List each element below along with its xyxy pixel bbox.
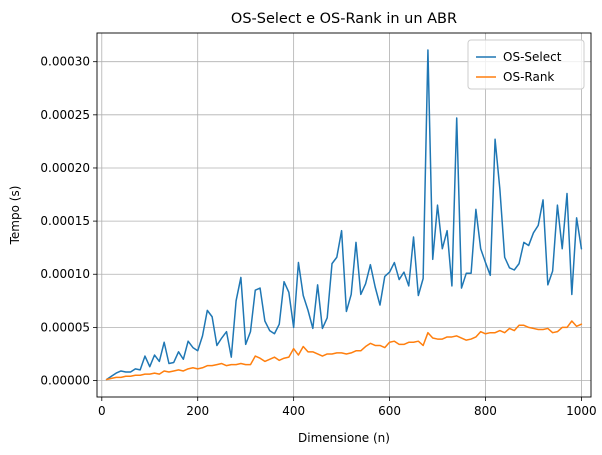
x-axis: 0 200 400 600 800 1000 bbox=[98, 397, 597, 418]
plot-frame bbox=[96, 32, 592, 398]
x-tick-label: 0 bbox=[98, 404, 106, 418]
x-tick-label: 200 bbox=[186, 404, 209, 418]
y-tick-label: 0.00020 bbox=[40, 161, 90, 175]
y-tick-label: 0.00010 bbox=[40, 267, 90, 281]
x-axis-label: Dimensione (n) bbox=[298, 431, 390, 445]
chart-title: OS-Select e OS-Rank in un ABR bbox=[231, 11, 457, 27]
legend-box bbox=[467, 39, 585, 90]
series-line-os-rank bbox=[105, 320, 583, 381]
x-tick-label: 600 bbox=[378, 404, 401, 418]
legend-label-os-select: OS-Select bbox=[503, 50, 562, 64]
series-lines bbox=[105, 49, 583, 381]
y-axis-label: Tempo (s) bbox=[8, 186, 22, 246]
legend: OS-Select OS-Rank bbox=[467, 39, 585, 90]
grid bbox=[97, 33, 591, 397]
y-tick-label: 0.00015 bbox=[40, 214, 90, 228]
y-tick-label: 0.00005 bbox=[40, 320, 90, 334]
x-tick-label: 1000 bbox=[566, 404, 597, 418]
legend-label-os-rank: OS-Rank bbox=[503, 70, 554, 84]
y-tick-label: 0.00025 bbox=[40, 108, 90, 122]
x-tick-label: 400 bbox=[282, 404, 305, 418]
series-line-os-select bbox=[105, 49, 583, 381]
y-axis: 0.00000 0.00005 0.00010 0.00015 0.00020 0.000… bbox=[40, 55, 97, 388]
y-tick-label: 0.00030 bbox=[40, 55, 90, 69]
y-tick-label: 0.00000 bbox=[40, 374, 90, 388]
x-tick-label: 800 bbox=[474, 404, 497, 418]
